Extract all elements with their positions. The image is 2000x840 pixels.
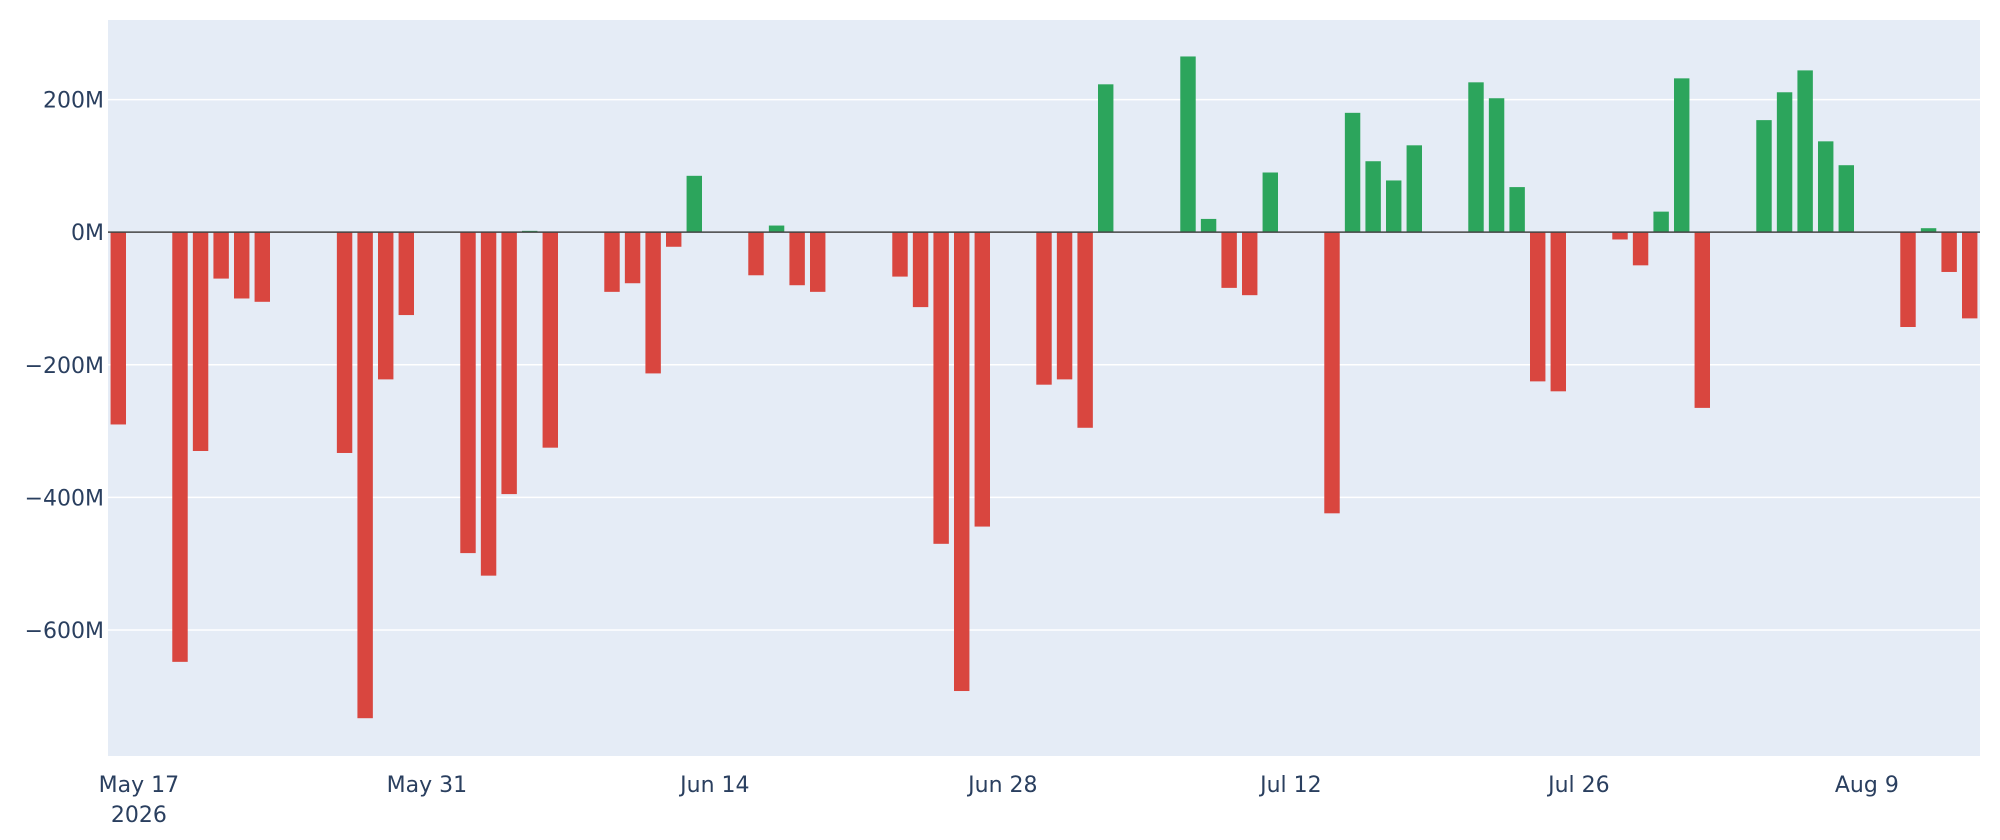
x-axis-ticks: May 17 2026 May 31 Jun 14 Jun 28 Jul 12 Jul 26…: [99, 773, 1899, 828]
bar: [192, 232, 209, 451]
y-tick-label: −400M: [25, 486, 104, 511]
y-tick-label: 200M: [43, 89, 104, 114]
bar: [1900, 232, 1916, 327]
bar: [604, 232, 620, 292]
bar: [1962, 232, 1978, 319]
bar: [378, 232, 394, 380]
y-tick-label: −200M: [25, 354, 104, 379]
bar: [213, 232, 229, 279]
bar: [1530, 232, 1546, 382]
y-tick-label: 0M: [71, 221, 104, 246]
bar: [1324, 232, 1340, 514]
bar: [1797, 70, 1813, 233]
bar: [1612, 232, 1628, 240]
plot-background: [108, 20, 1980, 756]
bar: [398, 232, 414, 316]
bar: [666, 232, 682, 247]
bar: [480, 232, 497, 576]
bar: [645, 232, 661, 374]
bar: [1036, 232, 1052, 385]
bar: [1077, 232, 1093, 428]
x-tick-label: May 17: [99, 773, 179, 798]
bar: [1056, 232, 1073, 380]
bar: [686, 175, 702, 233]
bar: [954, 232, 970, 692]
bars: [110, 56, 1978, 719]
bar: [1818, 141, 1834, 233]
x-tick-year-label: 2026: [111, 803, 167, 828]
bar: [1694, 232, 1710, 408]
bar: [1468, 82, 1484, 233]
bar: [748, 232, 764, 276]
bar: [460, 232, 476, 554]
bar: [357, 232, 373, 719]
bar: [912, 232, 929, 308]
bar: [810, 232, 826, 292]
y-tick-label: −600M: [25, 619, 104, 644]
bar: [1098, 84, 1114, 233]
bar: [1509, 187, 1525, 233]
bar: [1920, 228, 1937, 233]
bar: [974, 232, 990, 527]
bar: [1838, 165, 1854, 233]
bar: [624, 232, 641, 284]
bar: [336, 232, 353, 453]
x-tick-label: Jul 12: [1258, 773, 1322, 798]
x-tick-label: Jul 26: [1546, 773, 1610, 798]
bar: [501, 232, 517, 495]
bar: [1344, 112, 1361, 233]
bar: [1221, 232, 1237, 288]
bar: [1180, 56, 1196, 233]
bar: [254, 232, 270, 302]
bar: [1386, 180, 1402, 233]
bar: [768, 225, 785, 233]
bar: [789, 232, 805, 286]
bar: [1550, 232, 1566, 392]
x-tick-label: May 31: [387, 773, 467, 798]
x-tick-label: Jun 28: [966, 773, 1037, 798]
bar: [1632, 232, 1649, 266]
bar: [1674, 78, 1690, 233]
bar: [1242, 232, 1258, 296]
bar: [1941, 232, 1957, 272]
x-tick-label: Jun 14: [678, 773, 749, 798]
bar: [172, 232, 188, 662]
bar: [542, 232, 558, 448]
bar: [1262, 172, 1278, 233]
bar: [110, 232, 126, 425]
bar: [234, 232, 250, 299]
bar: [933, 232, 949, 544]
bar: [1200, 218, 1217, 233]
x-tick-label: Aug 9: [1835, 773, 1899, 798]
bar: [1365, 161, 1381, 233]
bar: [1653, 211, 1669, 233]
bar: [892, 232, 908, 277]
bar: [1756, 120, 1772, 233]
y-axis-ticks: 200M 0M −200M −400M −600M: [25, 89, 104, 644]
bar: [1776, 92, 1793, 233]
bar: [1488, 98, 1505, 233]
bar: [1406, 145, 1422, 233]
